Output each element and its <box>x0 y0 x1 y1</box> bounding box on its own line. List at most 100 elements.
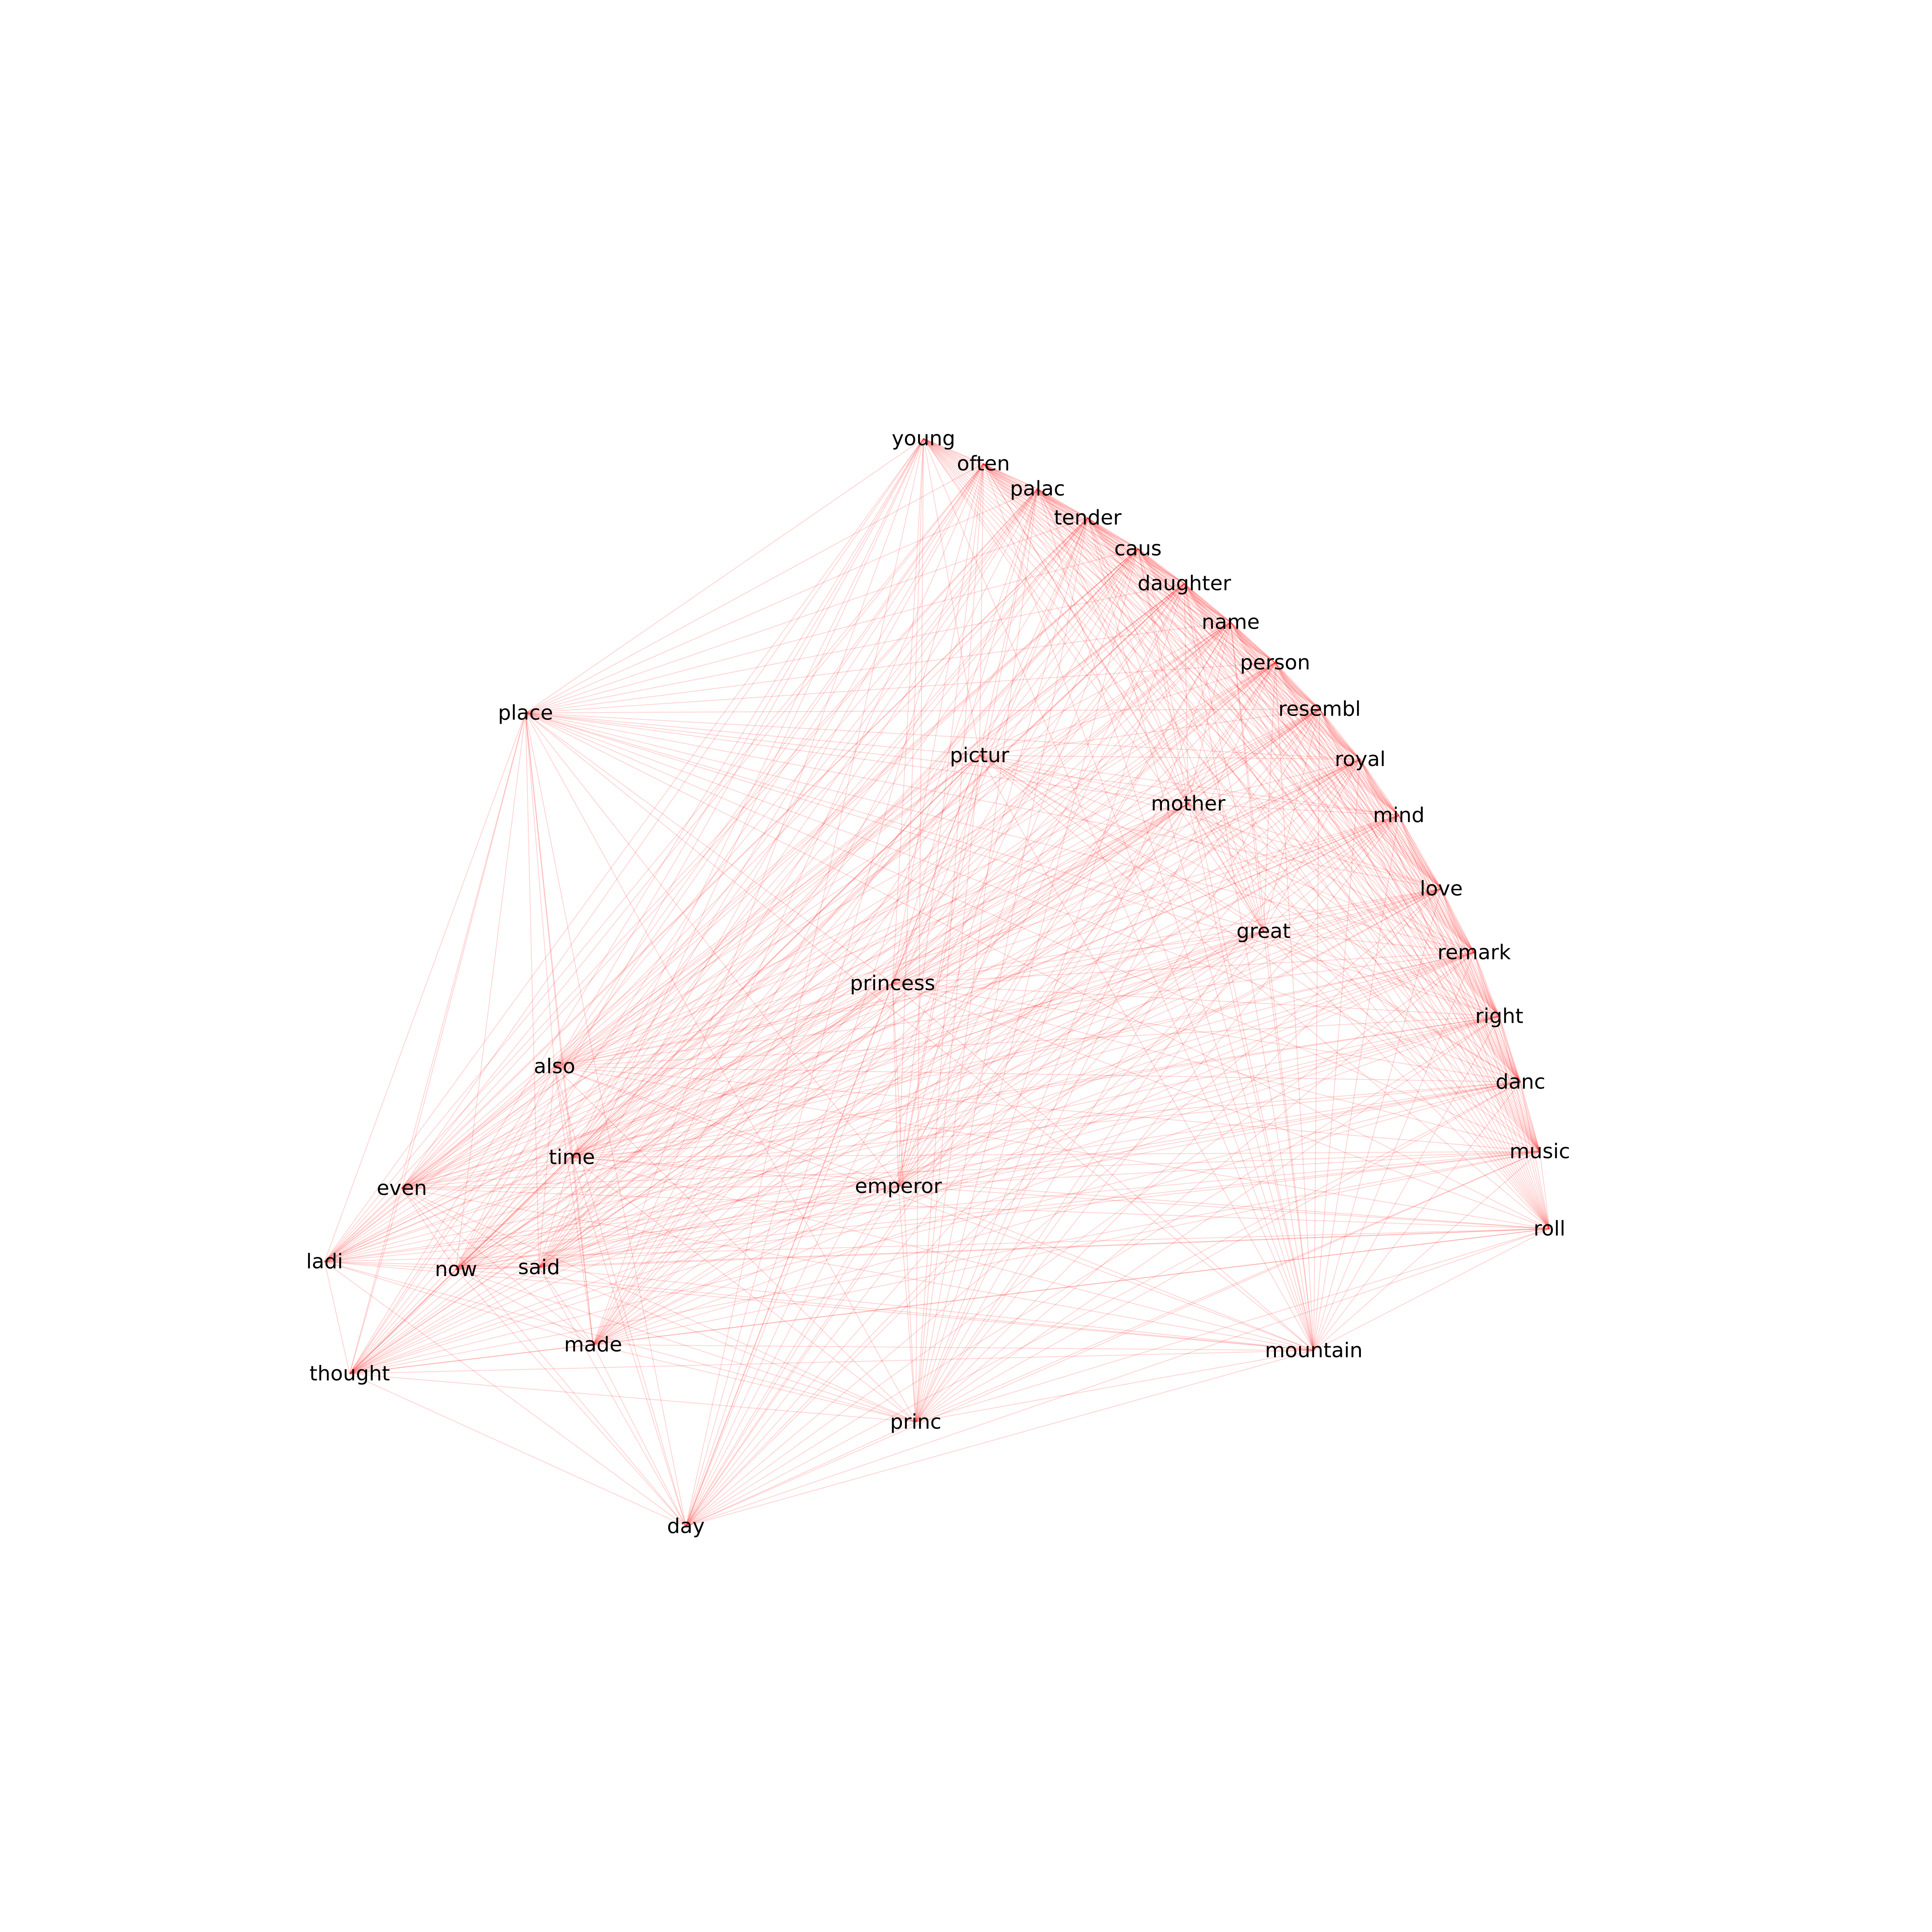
edge-person-music <box>1275 662 1540 1152</box>
edge-love-danc <box>1440 888 1521 1082</box>
edge-danc-now <box>456 1081 1521 1270</box>
edge-mother-emperor <box>898 803 1189 1187</box>
edge-great-even <box>401 930 1264 1189</box>
edge-even-made <box>401 1188 594 1345</box>
edge-made-thought <box>349 1344 594 1374</box>
edge-mother-mountain <box>1187 803 1315 1351</box>
edge-young-made <box>592 438 924 1345</box>
edge-place-day <box>525 713 687 1527</box>
edge-also-made <box>554 1066 594 1345</box>
edge-young-remark <box>923 438 1475 953</box>
edge-place-pictur <box>525 712 980 756</box>
edge-young-princess <box>892 438 924 984</box>
edge-caus-right <box>1138 548 1500 1017</box>
edge-caus-roll <box>1138 548 1550 1229</box>
edge-right-ladi <box>324 1015 1500 1262</box>
edge-mind-thought <box>349 815 1399 1374</box>
edge-resembl-music <box>1319 709 1540 1152</box>
edge-name-place <box>525 621 1231 714</box>
edge-tender-princ <box>915 517 1088 1422</box>
node-label-ladi: ladi <box>306 1250 343 1274</box>
edge-tender-thought <box>349 517 1088 1374</box>
edge-mother-love <box>1188 803 1442 889</box>
edge-love-day <box>685 888 1442 1527</box>
edge-remark-emperor <box>898 952 1475 1187</box>
edge-now-thought <box>349 1269 456 1374</box>
edge-princess-even <box>401 983 893 1189</box>
node-label-emperor: emperor <box>855 1175 942 1198</box>
edge-love-music <box>1440 888 1541 1152</box>
edge-name-mother <box>1187 622 1231 804</box>
edge-place-time <box>525 713 573 1158</box>
edge-resembl-great <box>1263 709 1320 932</box>
edge-palac-mother <box>1037 488 1189 804</box>
edge-roll-ladi <box>324 1228 1550 1262</box>
edge-caus-danc <box>1138 548 1521 1082</box>
edge-love-mountain <box>1313 888 1442 1351</box>
edge-resembl-place <box>525 708 1320 714</box>
edge-young-danc <box>923 438 1521 1082</box>
edge-palac-princ <box>915 488 1038 1422</box>
edge-even-princ <box>401 1187 916 1423</box>
edge-often-time <box>571 463 984 1158</box>
node-label-thought: thought <box>310 1362 390 1386</box>
edge-princess-ladi <box>324 983 893 1262</box>
node-label-made: made <box>564 1333 622 1357</box>
edge-daughter-day <box>685 583 1185 1527</box>
edge-mother-roll <box>1188 803 1550 1229</box>
edge-music-thought <box>349 1151 1540 1374</box>
edge-place-princ <box>525 713 916 1422</box>
edge-caus-music <box>1138 548 1540 1152</box>
edge-remark-said <box>539 952 1475 1268</box>
edge-daughter-remark <box>1184 583 1475 953</box>
edge-time-ladi <box>324 1156 572 1262</box>
edge-pictur-time <box>571 755 980 1158</box>
edge-daughter-time <box>571 583 1185 1158</box>
edge-place-thought <box>349 713 526 1374</box>
node-label-resembl: resembl <box>1278 697 1361 721</box>
edge-caus-time <box>571 548 1138 1158</box>
edge-pictur-mountain <box>979 755 1314 1351</box>
edge-pictur-love <box>979 755 1442 889</box>
edge-caus-also <box>554 548 1138 1067</box>
edge-caus-said <box>539 548 1138 1268</box>
edge-time-emperor <box>571 1156 899 1187</box>
edge-music-said <box>539 1151 1540 1268</box>
node-label-young: young <box>892 427 956 451</box>
edge-daughter-person <box>1184 583 1276 663</box>
edge-right-time <box>571 1015 1500 1158</box>
edge-music-ladi <box>324 1151 1540 1262</box>
node-label-day: day <box>667 1515 705 1538</box>
edge-royal-mother <box>1188 759 1361 804</box>
node-label-music: music <box>1510 1140 1570 1163</box>
edge-young-great <box>923 438 1264 932</box>
edge-daughter-resembl <box>1184 583 1320 709</box>
edge-danc-even <box>401 1081 1521 1189</box>
edge-palac-place <box>525 488 1038 714</box>
edge-also-emperor <box>554 1066 899 1187</box>
edge-person-princess <box>892 662 1276 984</box>
edge-danc-ladi <box>324 1081 1521 1262</box>
edge-resembl-said <box>539 709 1320 1268</box>
edge-mind-danc <box>1398 815 1521 1082</box>
edge-also-time <box>554 1066 573 1158</box>
edge-ladi-said <box>324 1261 539 1268</box>
edge-great-right <box>1263 930 1500 1017</box>
edge-often-made <box>592 463 984 1345</box>
edge-tender-mind <box>1087 517 1399 816</box>
edge-love-emperor <box>898 888 1442 1187</box>
edge-right-even <box>401 1015 1500 1189</box>
edge-music-made <box>593 1151 1540 1345</box>
edge-place-mountain <box>525 713 1314 1351</box>
edge-person-remark <box>1275 662 1475 953</box>
edge-royal-music <box>1359 759 1541 1152</box>
edge-princess-day <box>685 983 893 1527</box>
edge-roll-day <box>685 1228 1550 1527</box>
edge-princess-roll <box>892 983 1550 1230</box>
edge-thought-day <box>349 1373 686 1527</box>
edge-place-ladi <box>324 713 526 1262</box>
edge-mother-day <box>685 803 1189 1527</box>
edge-daughter-royal <box>1184 583 1361 760</box>
edge-danc-day <box>685 1082 1521 1527</box>
edge-name-princess <box>892 622 1231 984</box>
